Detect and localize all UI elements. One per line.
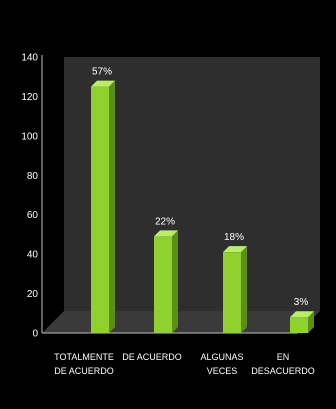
category-label: DE ACUERDO (122, 352, 182, 362)
category-label: DESACUERDO (251, 366, 315, 376)
bar (91, 80, 115, 333)
data-labels: 57% 22% 18% 3% (92, 67, 308, 309)
bar-side (109, 80, 115, 333)
bar-front (290, 317, 308, 333)
data-label: 3% (294, 297, 309, 308)
category-label: DE ACUERDO (54, 366, 114, 376)
y-tick-label: 40 (27, 250, 39, 261)
data-label: 18% (224, 232, 244, 243)
bar (223, 246, 247, 333)
bar-front (91, 86, 109, 333)
y-tick-label: 60 (27, 210, 39, 221)
y-tick-label: 80 (27, 171, 39, 182)
category-label: VECES (207, 366, 238, 376)
category-label: TOTALMENTE (54, 352, 114, 362)
bars (91, 80, 314, 333)
y-tick-label: 100 (21, 131, 38, 142)
y-tick-label: 0 (32, 329, 38, 340)
y-tick-label: 20 (27, 289, 39, 300)
bar-side (308, 311, 314, 333)
y-tick-label: 140 (21, 53, 38, 64)
chart-floor (42, 311, 320, 333)
category-label: EN (277, 352, 290, 362)
bar-front (154, 236, 172, 333)
data-label: 22% (155, 216, 175, 227)
bar-top (91, 80, 115, 87)
bar-side (241, 246, 247, 333)
bar-top (290, 311, 314, 318)
bar (290, 311, 314, 333)
y-axis-ticks: 0 20 40 60 80 100 120 140 (21, 53, 38, 340)
data-label: 57% (92, 67, 112, 78)
category-label: ALGUNAS (200, 352, 243, 362)
bar-side (172, 230, 178, 333)
chart-back-wall (64, 57, 320, 311)
bar (154, 230, 178, 333)
category-labels: TOTALMENTE DE ACUERDO DE ACUERDO ALGUNAS… (54, 352, 315, 376)
bar-top (154, 230, 178, 237)
y-tick-label: 120 (21, 92, 38, 103)
bar-top (223, 246, 247, 253)
bar-front (223, 252, 241, 333)
